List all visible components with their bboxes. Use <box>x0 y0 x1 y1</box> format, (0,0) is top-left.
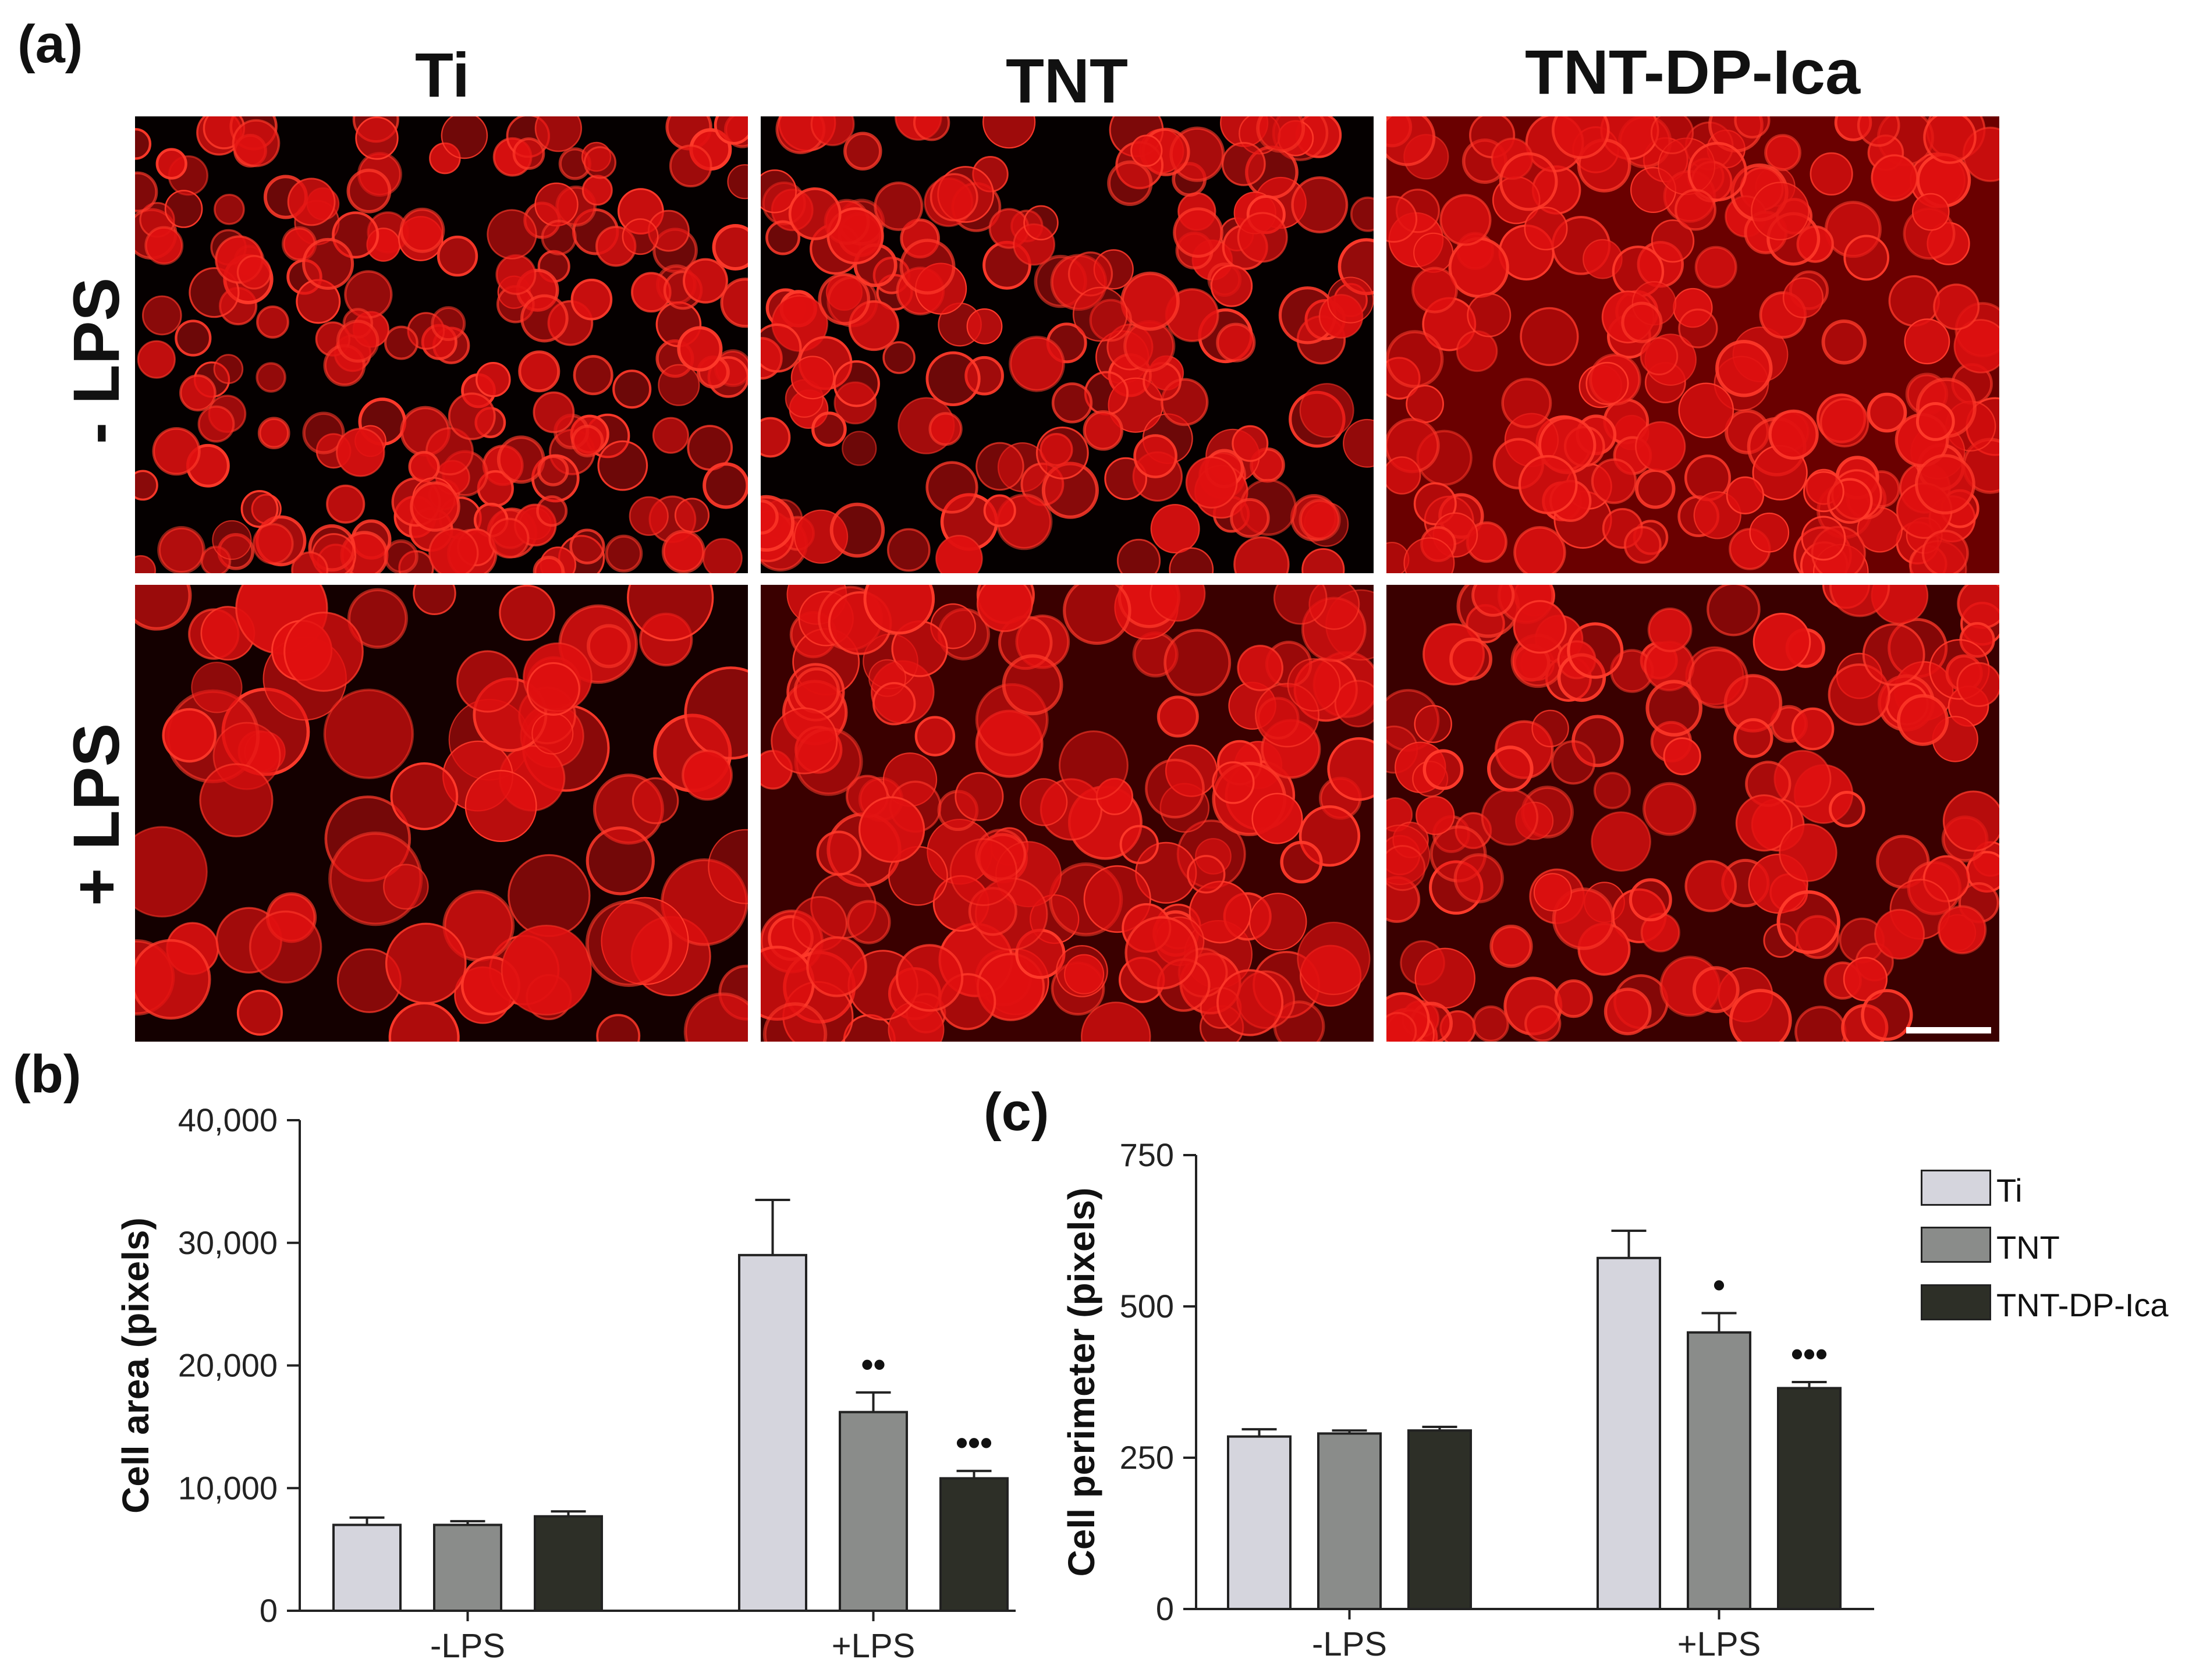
significance-marker: •• <box>861 1345 885 1384</box>
scale-bar <box>1906 1027 1991 1033</box>
micrograph-tnt-plus-lps <box>761 585 1374 1042</box>
y-axis-label: Cell perimeter (pixels) <box>1060 1188 1102 1577</box>
legend-label-ti: Ti <box>1996 1172 2023 1209</box>
legend-label-tnt: TNT <box>1996 1229 2060 1266</box>
x-tick-label: +LPS <box>832 1627 916 1665</box>
column-title-tnt: TNT <box>1006 45 1128 116</box>
bar-ti-minus-lps <box>332 1523 402 1612</box>
column-title-tnt-dp-ica: TNT-DP-Ica <box>1524 37 1861 107</box>
bar-tnt-dp-ica-minus-lps <box>534 1515 603 1612</box>
micrograph-ti-minus-lps <box>135 116 748 573</box>
panel-b-label: (b) <box>13 1045 81 1104</box>
bar-tnt-dp-ica-plus-lps <box>939 1477 1009 1612</box>
y-axis-label: Cell area (pixels) <box>115 1217 157 1514</box>
bar-ti-plus-lps <box>738 1253 807 1612</box>
y-tick-label: 10,000 <box>178 1469 278 1506</box>
micrograph-tnt-dp-ica-minus-lps <box>1386 116 1999 573</box>
legend-label-tnt-dp-ica: TNT-DP-Ica <box>1996 1287 2169 1323</box>
legend-swatch-tnt-dp-ica <box>1921 1284 1991 1320</box>
x-tick-label: -LPS <box>430 1627 505 1665</box>
significance-marker: ••• <box>956 1423 992 1462</box>
y-tick-label: 40,000 <box>178 1102 278 1138</box>
legend-swatch-tnt <box>1921 1227 1991 1263</box>
y-tick-label: 0 <box>260 1592 278 1629</box>
bar-ti-plus-lps <box>1597 1256 1661 1611</box>
micrograph-ti-plus-lps <box>135 585 748 1042</box>
column-title-ti: Ti <box>414 40 470 110</box>
micrograph-tnt-minus-lps <box>761 116 1374 573</box>
x-tick-label: -LPS <box>1312 1625 1387 1663</box>
y-tick-label: 0 <box>1156 1590 1174 1627</box>
micrograph-tnt-dp-ica-plus-lps <box>1386 585 1999 1042</box>
bar-tnt-plus-lps <box>1687 1331 1751 1610</box>
y-tick-label: 500 <box>1120 1288 1174 1324</box>
significance-marker: • <box>1713 1265 1725 1304</box>
y-tick-label: 20,000 <box>178 1347 278 1384</box>
y-tick-label: 250 <box>1120 1439 1174 1476</box>
bar-tnt-plus-lps <box>839 1411 908 1612</box>
legend-swatch-ti <box>1921 1170 1991 1206</box>
x-tick-label: +LPS <box>1677 1625 1761 1663</box>
y-tick-label: 750 <box>1120 1136 1174 1173</box>
bar-tnt-minus-lps <box>433 1523 502 1612</box>
bar-tnt-minus-lps <box>1317 1432 1382 1610</box>
bar-tnt-dp-ica-minus-lps <box>1407 1429 1472 1610</box>
significance-marker: ••• <box>1791 1334 1828 1373</box>
panel-c-label: (c) <box>984 1082 1049 1142</box>
bar-ti-minus-lps <box>1227 1435 1292 1611</box>
bar-tnt-dp-ica-plus-lps <box>1777 1387 1842 1610</box>
panel-a-label: (a) <box>17 15 83 74</box>
y-tick-label: 30,000 <box>178 1224 278 1261</box>
legend: Ti TNT TNT-DP-Ica <box>1921 1170 2200 1333</box>
